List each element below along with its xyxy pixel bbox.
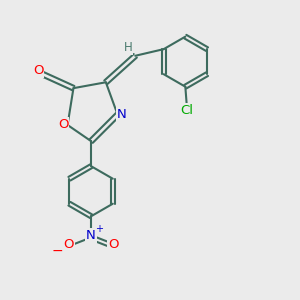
Text: Cl: Cl [180, 104, 193, 117]
Text: O: O [109, 238, 119, 251]
Text: +: + [95, 224, 104, 234]
Text: O: O [58, 118, 68, 131]
Text: O: O [33, 64, 44, 77]
Text: N: N [86, 229, 96, 242]
Text: H: H [124, 41, 132, 54]
Text: −: − [52, 244, 63, 258]
Text: N: N [117, 108, 127, 121]
Text: O: O [63, 238, 74, 251]
